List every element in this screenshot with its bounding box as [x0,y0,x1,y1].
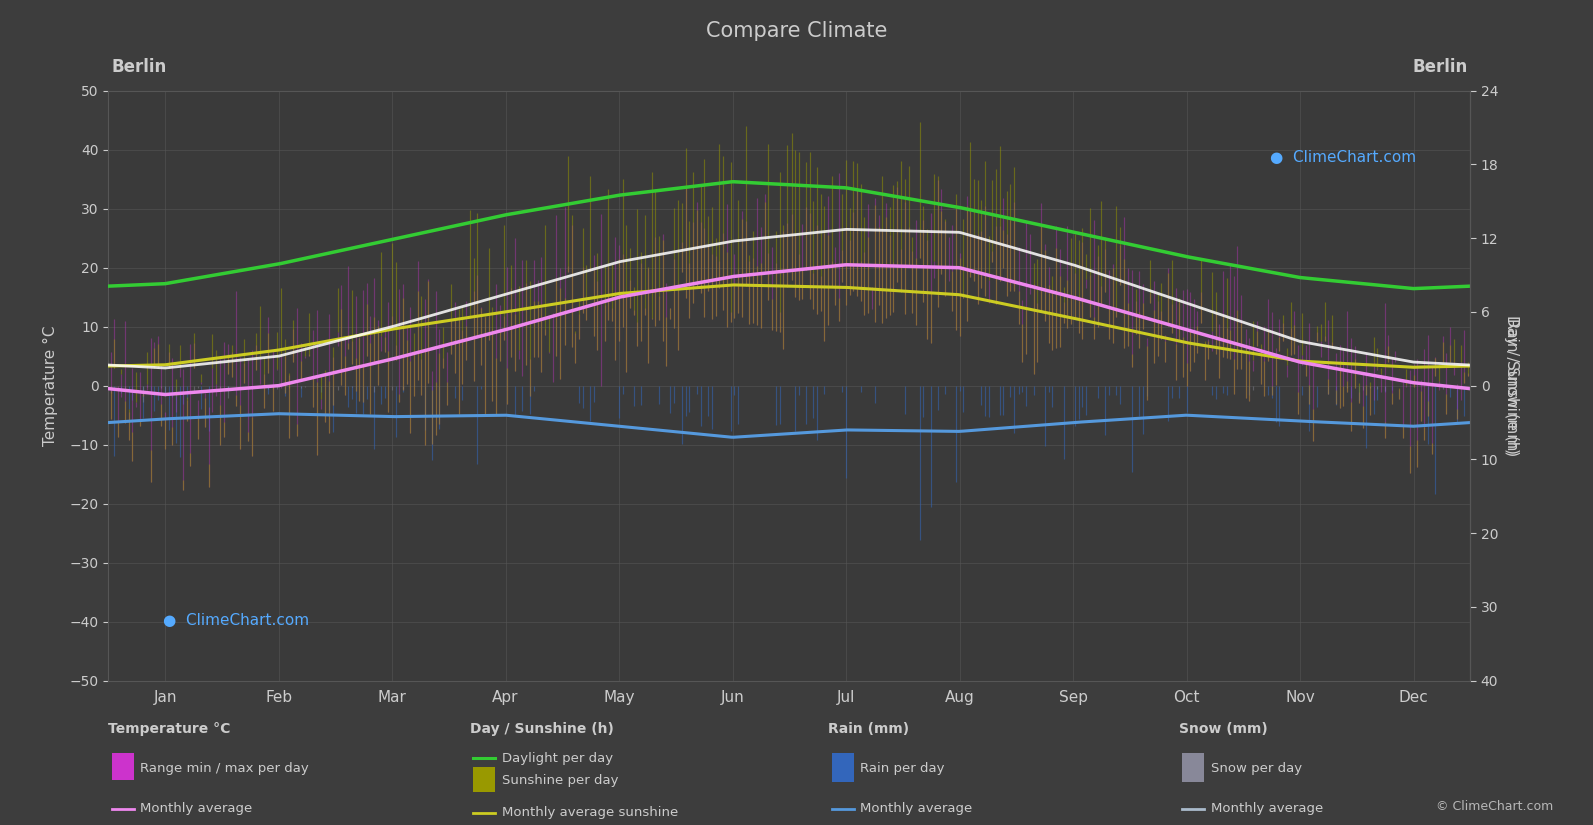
Text: Snow per day: Snow per day [1211,762,1301,776]
Text: Berlin: Berlin [112,58,166,76]
Text: Monthly average: Monthly average [140,802,252,815]
Text: Snow (mm): Snow (mm) [1179,722,1268,736]
Text: Monthly average sunshine: Monthly average sunshine [502,806,679,819]
Text: © ClimeChart.com: © ClimeChart.com [1435,799,1553,813]
Text: Range min / max per day: Range min / max per day [140,761,309,775]
Text: Sunshine per day: Sunshine per day [502,774,618,787]
Y-axis label: Temperature °C: Temperature °C [43,325,59,446]
Y-axis label: Rain / Snow (mm): Rain / Snow (mm) [1504,318,1520,454]
Text: Berlin: Berlin [1413,58,1467,76]
Text: Rain per day: Rain per day [860,762,945,776]
Text: Monthly average: Monthly average [860,802,972,815]
Text: Monthly average: Monthly average [1211,802,1322,815]
Text: Temperature °C: Temperature °C [108,722,231,736]
Text: ●  ClimeChart.com: ● ClimeChart.com [1270,150,1416,165]
Text: Day / Sunshine (h): Day / Sunshine (h) [470,722,613,736]
Text: Compare Climate: Compare Climate [706,21,887,40]
Text: Rain (mm): Rain (mm) [828,722,910,736]
Text: ●  ClimeChart.com: ● ClimeChart.com [162,612,309,628]
Text: Daylight per day: Daylight per day [502,752,613,765]
Y-axis label: Day / Sunshine (h): Day / Sunshine (h) [1504,315,1520,456]
